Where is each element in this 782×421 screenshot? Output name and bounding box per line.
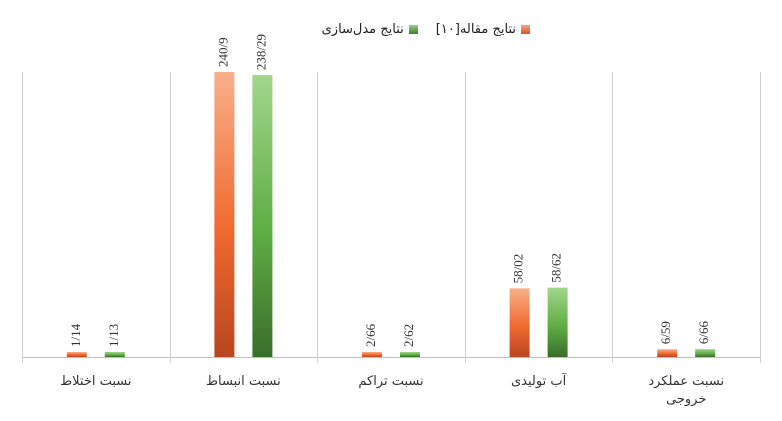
category-label: آب تولیدی xyxy=(511,372,568,389)
category-label: خروجی xyxy=(666,392,706,407)
category-label: نسبت عملکرد xyxy=(648,374,724,389)
bar-article xyxy=(509,288,530,357)
plot-area: 1/14 1/13 نسبت اختلاط 240/9 238/29 نسبت انبسا… xyxy=(22,34,761,407)
data-label-article: 6/59 xyxy=(658,321,673,344)
data-label-article: 58/02 xyxy=(511,254,526,284)
category-label: نسبت تراکم xyxy=(358,374,423,389)
legend-swatch-model xyxy=(408,24,418,34)
bar-model xyxy=(695,349,716,357)
data-label-model: 1/13 xyxy=(106,324,121,347)
chart-legend: نتایج مقاله[۱۰] نتایج مدل‌سازی xyxy=(290,18,530,40)
data-label-article: 1/14 xyxy=(68,323,83,347)
category-label: نسبت انبساط xyxy=(206,374,281,389)
bar-model xyxy=(252,75,273,357)
legend-label-article: نتایج مقاله[۱۰] xyxy=(435,21,516,37)
bar-model xyxy=(400,352,420,357)
bar-model xyxy=(547,287,568,357)
data-label-model: 238/29 xyxy=(253,34,268,70)
data-label-model: 58/62 xyxy=(549,253,564,283)
bar-article xyxy=(66,352,87,357)
data-label-article: 2/66 xyxy=(363,323,378,347)
bar-article xyxy=(657,349,678,357)
category-label: نسبت اختلاط xyxy=(60,374,131,389)
data-label-model: 6/66 xyxy=(696,321,711,345)
legend-swatch-article xyxy=(521,24,530,34)
legend-item-model: نتایج مدل‌سازی xyxy=(322,22,418,37)
data-label-model: 2/62 xyxy=(401,324,416,347)
data-label-article: 240/9 xyxy=(215,37,230,67)
legend-label-model: نتایج مدل‌سازی xyxy=(321,21,404,37)
bar-article xyxy=(362,352,382,357)
bar-article xyxy=(214,72,235,357)
legend-item-article: نتایج مقاله[۱۰] xyxy=(436,22,530,37)
bar-model xyxy=(104,352,125,357)
